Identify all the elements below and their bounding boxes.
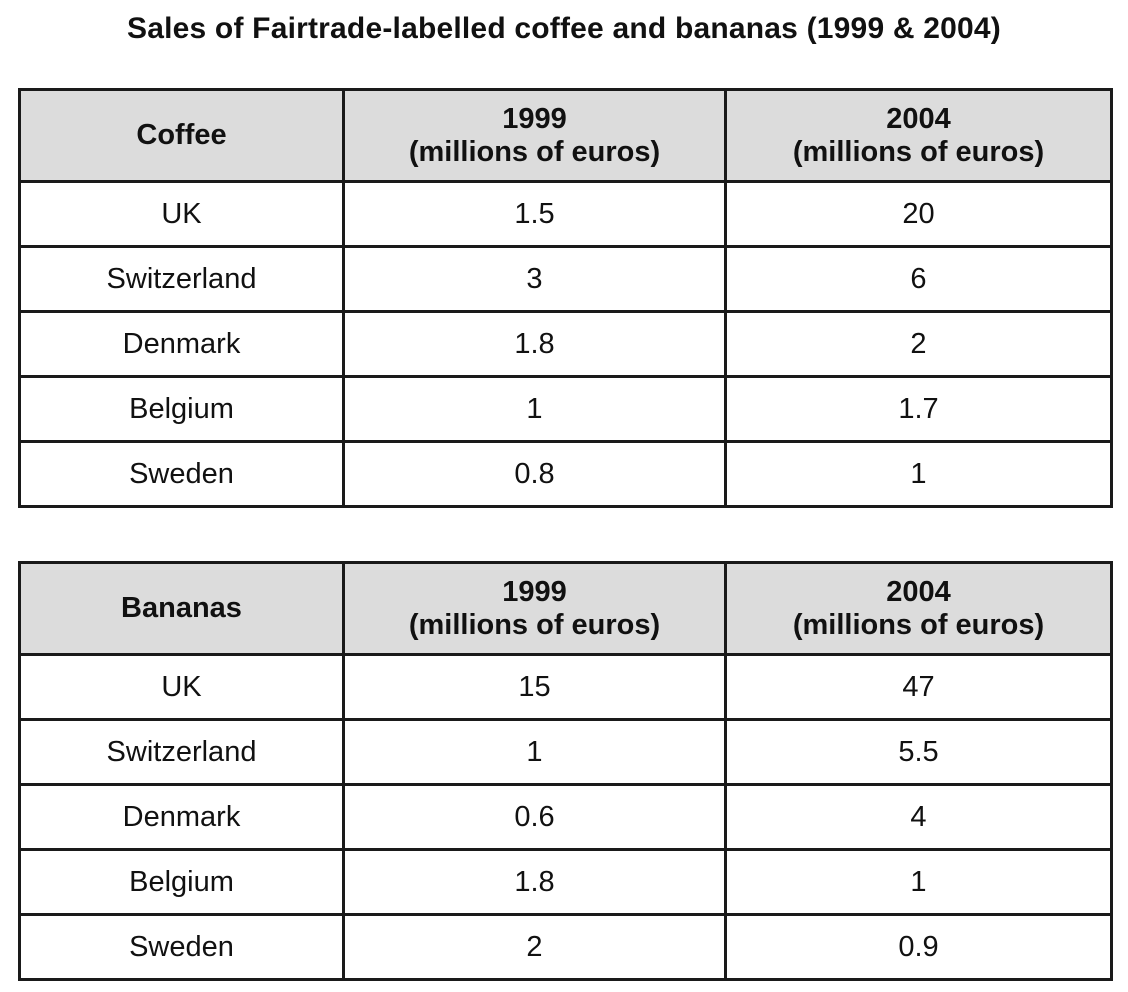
value-cell-1999: 1 — [344, 720, 726, 785]
value-cell-1999: 1.8 — [344, 850, 726, 915]
column-unit: (millions of euros) — [345, 609, 724, 642]
column-header-2004: 2004 (millions of euros) — [726, 563, 1112, 655]
bananas-table: Bananas 1999 (millions of euros) 2004 (m… — [18, 561, 1113, 981]
value-cell-1999: 0.8 — [344, 442, 726, 507]
page-title: Sales of Fairtrade-labelled coffee and b… — [0, 12, 1128, 46]
row-label: Belgium — [20, 850, 344, 915]
table-row: Belgium 1.8 1 — [20, 850, 1112, 915]
table-row: UK 15 47 — [20, 655, 1112, 720]
row-label: Sweden — [20, 915, 344, 980]
table-row: Sweden 2 0.9 — [20, 915, 1112, 980]
value-cell-1999: 1.5 — [344, 182, 726, 247]
table-row: Sweden 0.8 1 — [20, 442, 1112, 507]
row-label: Sweden — [20, 442, 344, 507]
table-row: Belgium 1 1.7 — [20, 377, 1112, 442]
row-label: UK — [20, 655, 344, 720]
value-cell-2004: 1 — [726, 850, 1112, 915]
table-title-cell: Bananas — [20, 563, 344, 655]
table-row: Switzerland 3 6 — [20, 247, 1112, 312]
table-row: Switzerland 1 5.5 — [20, 720, 1112, 785]
row-label: Belgium — [20, 377, 344, 442]
value-cell-1999: 1 — [344, 377, 726, 442]
row-label: Switzerland — [20, 247, 344, 312]
column-year: 2004 — [727, 576, 1110, 609]
column-header-1999: 1999 (millions of euros) — [344, 90, 726, 182]
value-cell-2004: 47 — [726, 655, 1112, 720]
table-title-cell: Coffee — [20, 90, 344, 182]
value-cell-2004: 1.7 — [726, 377, 1112, 442]
value-cell-1999: 3 — [344, 247, 726, 312]
table-header-row: Coffee 1999 (millions of euros) 2004 (mi… — [20, 90, 1112, 182]
coffee-table: Coffee 1999 (millions of euros) 2004 (mi… — [18, 88, 1113, 508]
column-header-1999: 1999 (millions of euros) — [344, 563, 726, 655]
value-cell-2004: 4 — [726, 785, 1112, 850]
column-unit: (millions of euros) — [727, 609, 1110, 642]
row-label: Denmark — [20, 785, 344, 850]
value-cell-1999: 0.6 — [344, 785, 726, 850]
table-row: UK 1.5 20 — [20, 182, 1112, 247]
value-cell-2004: 0.9 — [726, 915, 1112, 980]
table-header-row: Bananas 1999 (millions of euros) 2004 (m… — [20, 563, 1112, 655]
column-year: 1999 — [345, 103, 724, 136]
value-cell-2004: 20 — [726, 182, 1112, 247]
value-cell-2004: 1 — [726, 442, 1112, 507]
column-unit: (millions of euros) — [727, 136, 1110, 169]
table-row: Denmark 1.8 2 — [20, 312, 1112, 377]
column-year: 1999 — [345, 576, 724, 609]
row-label: Switzerland — [20, 720, 344, 785]
value-cell-2004: 5.5 — [726, 720, 1112, 785]
value-cell-1999: 2 — [344, 915, 726, 980]
column-year: 2004 — [727, 103, 1110, 136]
row-label: UK — [20, 182, 344, 247]
column-header-2004: 2004 (millions of euros) — [726, 90, 1112, 182]
value-cell-2004: 6 — [726, 247, 1112, 312]
value-cell-2004: 2 — [726, 312, 1112, 377]
column-unit: (millions of euros) — [345, 136, 724, 169]
value-cell-1999: 1.8 — [344, 312, 726, 377]
value-cell-1999: 15 — [344, 655, 726, 720]
row-label: Denmark — [20, 312, 344, 377]
table-row: Denmark 0.6 4 — [20, 785, 1112, 850]
